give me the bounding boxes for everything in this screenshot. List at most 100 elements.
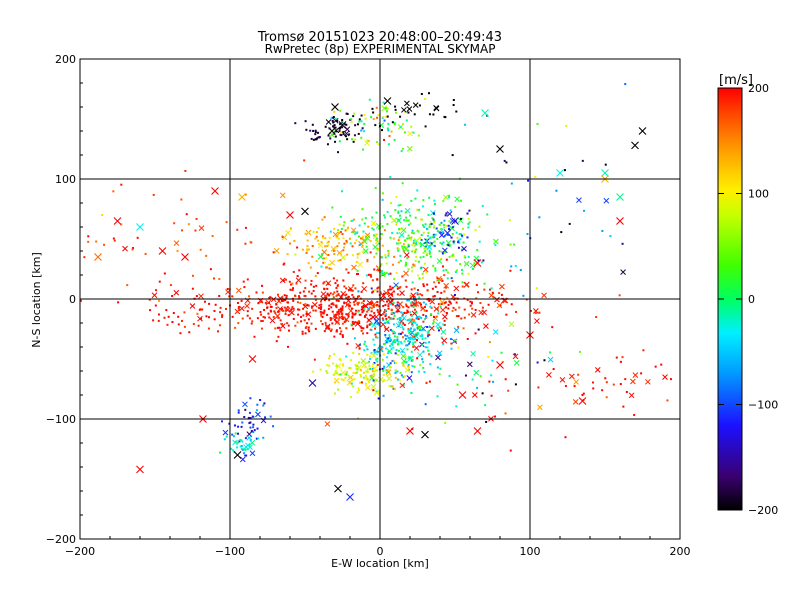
- data-point-cross: [616, 193, 624, 201]
- data-point-cross: [628, 392, 635, 399]
- data-point: [260, 320, 263, 323]
- data-point: [333, 315, 336, 318]
- data-point: [381, 358, 384, 361]
- data-point: [112, 237, 115, 240]
- data-point: [386, 210, 389, 213]
- data-point: [449, 209, 452, 212]
- data-point: [369, 275, 372, 278]
- data-point: [315, 137, 318, 140]
- data-point: [393, 138, 396, 141]
- data-point: [433, 295, 436, 298]
- data-point: [262, 315, 265, 318]
- data-point: [357, 320, 360, 323]
- data-point: [328, 357, 331, 360]
- data-point: [345, 112, 348, 115]
- data-point: [398, 305, 401, 308]
- data-point: [350, 118, 353, 121]
- data-point: [218, 324, 221, 327]
- data-point: [358, 381, 361, 384]
- data-point: [234, 432, 237, 435]
- data-point: [208, 316, 211, 319]
- data-point-cross: [346, 493, 354, 501]
- data-point: [363, 343, 366, 346]
- data-point: [423, 318, 426, 321]
- data-point: [241, 421, 244, 424]
- data-point: [126, 284, 129, 287]
- data-point: [315, 231, 318, 234]
- data-point: [405, 219, 408, 222]
- data-point: [410, 125, 413, 128]
- data-point: [392, 346, 395, 349]
- data-point: [436, 290, 439, 293]
- data-point: [366, 361, 369, 364]
- data-point-cross: [436, 275, 442, 282]
- data-point: [371, 216, 374, 219]
- data-point: [383, 138, 386, 141]
- data-point: [236, 301, 239, 304]
- data-point: [448, 196, 451, 199]
- data-point: [205, 315, 208, 318]
- data-point: [399, 259, 402, 262]
- data-point: [386, 356, 389, 359]
- data-point: [294, 122, 297, 125]
- data-point: [337, 151, 340, 154]
- data-point: [407, 329, 410, 332]
- data-point: [284, 299, 287, 302]
- data-point-cross: [189, 303, 196, 309]
- data-point-cross: [473, 369, 480, 376]
- data-point: [221, 314, 224, 317]
- data-point-cross: [136, 223, 144, 231]
- data-point: [237, 425, 240, 428]
- data-point: [351, 245, 354, 248]
- data-point-cross: [247, 444, 254, 451]
- data-point-cross: [473, 259, 482, 267]
- data-point: [440, 291, 443, 294]
- data-point: [669, 378, 672, 381]
- data-point-cross: [541, 292, 547, 299]
- data-point: [429, 305, 432, 308]
- data-point: [383, 214, 386, 217]
- data-point: [376, 290, 379, 293]
- data-point-cross: [244, 303, 250, 309]
- data-point: [340, 313, 343, 316]
- data-point: [370, 307, 373, 310]
- data-point: [337, 299, 340, 302]
- data-point: [383, 379, 386, 382]
- data-point: [348, 380, 351, 383]
- data-point-cross: [470, 350, 476, 357]
- data-point: [304, 232, 307, 235]
- data-point: [294, 294, 297, 297]
- data-point: [609, 235, 612, 238]
- data-point: [413, 334, 416, 337]
- data-point: [95, 240, 98, 243]
- data-point: [341, 126, 344, 129]
- data-point: [335, 130, 338, 133]
- data-point: [422, 328, 425, 331]
- data-point: [428, 341, 431, 344]
- data-point: [450, 347, 453, 350]
- data-point: [353, 134, 356, 137]
- data-point: [362, 332, 365, 335]
- data-point: [337, 373, 340, 376]
- data-point: [384, 313, 387, 316]
- data-point: [447, 271, 450, 274]
- data-point: [252, 430, 255, 433]
- data-point: [411, 380, 414, 383]
- data-point-cross: [331, 103, 339, 111]
- data-point: [363, 222, 366, 225]
- data-point-cross: [198, 225, 205, 231]
- data-point: [342, 131, 345, 134]
- data-point: [335, 316, 338, 319]
- data-point: [395, 195, 398, 198]
- data-point: [364, 117, 367, 120]
- data-point: [251, 415, 254, 418]
- data-point: [452, 242, 455, 245]
- data-point: [461, 281, 464, 284]
- data-point: [439, 327, 442, 330]
- data-point: [534, 175, 537, 178]
- data-point: [322, 282, 325, 285]
- data-point: [345, 268, 348, 271]
- data-point: [405, 360, 408, 363]
- data-point: [131, 248, 134, 251]
- data-point: [155, 289, 158, 292]
